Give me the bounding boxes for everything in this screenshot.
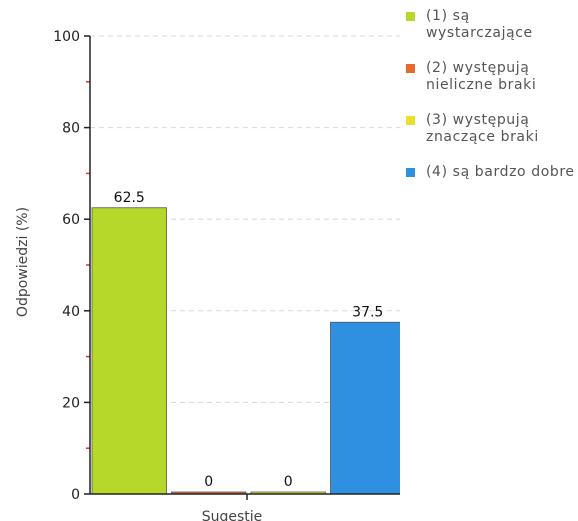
- data-label-3: 0: [284, 474, 293, 490]
- y-tick-label: 80: [62, 121, 80, 137]
- legend: (1) są wystarczające (2) występują nieli…: [404, 8, 576, 199]
- legend-label-4: (4) są bardzo dobre: [426, 164, 575, 180]
- y-tick-label: 40: [62, 304, 80, 320]
- legend-item-1: (1) są wystarczające: [404, 8, 576, 42]
- data-label-1: 62.5: [114, 190, 145, 206]
- y-tick-label: 20: [62, 395, 80, 411]
- legend-item-4: (4) są bardzo dobre: [404, 164, 576, 181]
- legend-label-2: (2) występują nieliczne braki: [426, 60, 537, 93]
- bars: [91, 207, 400, 495]
- data-label-2: 0: [204, 474, 213, 490]
- y-tick-label: 0: [71, 487, 80, 503]
- data-label-4: 37.5: [352, 304, 383, 320]
- legend-swatch-3: [406, 116, 415, 125]
- legend-label-1: (1) są wystarczające: [426, 8, 533, 41]
- legend-item-2: (2) występują nieliczne braki: [404, 60, 576, 94]
- legend-swatch-2: [406, 64, 415, 73]
- bar-chart: 0 20 40 60 80 100 62.5 0 0 37.5 Sugestie Odpowie…: [15, 29, 400, 521]
- bar-4: [330, 321, 400, 495]
- legend-label-3: (3) występują znaczące braki: [426, 112, 539, 145]
- bar-1: [91, 207, 167, 495]
- x-axis-title: Sugestie: [202, 509, 263, 521]
- legend-item-3: (3) występują znaczące braki: [404, 112, 576, 146]
- legend-swatch-1: [406, 12, 415, 21]
- legend-swatch-4: [406, 168, 415, 177]
- y-axis-title: Odpowiedzi (%): [15, 207, 31, 317]
- data-labels: 62.5 0 0 37.5: [114, 190, 384, 490]
- y-tick-labels: 0 20 40 60 80 100: [53, 29, 80, 503]
- y-tick-label: 60: [62, 212, 80, 228]
- y-tick-label: 100: [53, 29, 80, 45]
